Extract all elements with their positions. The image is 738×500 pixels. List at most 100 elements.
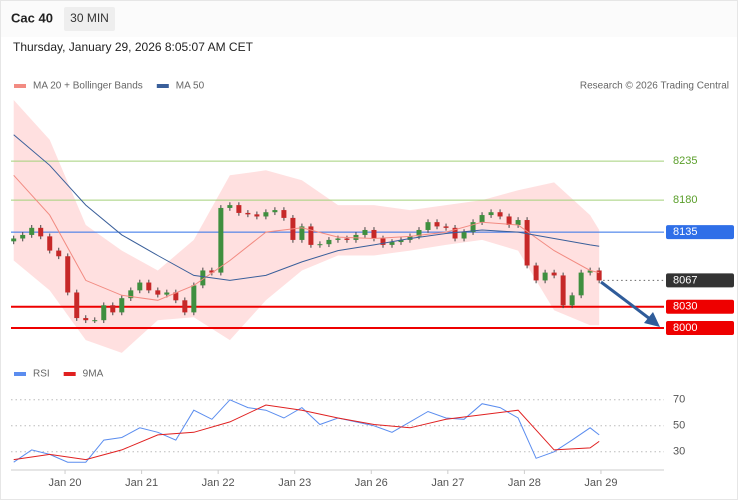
- x-tick-label: Jan 20: [49, 477, 82, 489]
- level-box: [666, 321, 734, 336]
- candle-body: [344, 238, 350, 240]
- header-bar: [1, 1, 737, 37]
- candle-body: [443, 226, 449, 228]
- candle-body: [47, 236, 53, 251]
- candle-body: [587, 270, 593, 273]
- candle-body: [182, 300, 188, 313]
- candle-body: [461, 232, 467, 239]
- candle-body: [533, 265, 539, 281]
- legend-swatch: [156, 84, 169, 88]
- candle-body: [542, 272, 548, 281]
- candle-body: [119, 298, 125, 313]
- candle-body: [200, 270, 206, 286]
- level-label: 8135: [673, 226, 697, 238]
- candle-body: [236, 205, 242, 213]
- candle-body: [326, 239, 332, 245]
- candle-body: [596, 270, 602, 281]
- candle-body: [173, 292, 179, 301]
- candle-body: [560, 275, 566, 306]
- bollinger-band: [13, 100, 600, 353]
- candle-body: [389, 242, 395, 245]
- candle-body: [371, 229, 377, 239]
- level-label: 8235: [673, 155, 697, 167]
- candle-body: [335, 238, 341, 240]
- level-box: [666, 225, 734, 240]
- candle-body: [479, 215, 485, 223]
- candle-body: [398, 239, 404, 243]
- level-label: 8180: [673, 194, 697, 206]
- credit: Research © 2026 Trading Central: [580, 81, 729, 92]
- plot-layer: MA 20 + Bollinger Bands MA 50 8235 8180 8135…: [11, 81, 734, 489]
- candle-body: [272, 210, 278, 213]
- candle-body: [578, 272, 584, 296]
- ma-line: [13, 174, 600, 301]
- legend-swatch: [14, 84, 26, 88]
- candle-body: [497, 212, 503, 217]
- candle-body: [137, 282, 143, 291]
- candle-body: [128, 290, 134, 299]
- candle-body: [281, 210, 287, 218]
- arrow-head: [644, 312, 660, 327]
- x-tick-label: Jan 26: [355, 477, 388, 489]
- candle-body: [20, 234, 26, 239]
- candle-body: [515, 220, 521, 225]
- candle-body: [56, 250, 62, 257]
- candle-body: [470, 222, 476, 233]
- legend-swatch: [14, 372, 26, 376]
- candle-body: [263, 212, 269, 217]
- x-tick-label: Jan 21: [125, 477, 158, 489]
- candle-body: [488, 212, 494, 216]
- level-box: [666, 273, 734, 288]
- y-tick-label: 50: [673, 420, 685, 432]
- x-tick-label: Jan 22: [202, 477, 235, 489]
- candle-body: [362, 229, 368, 235]
- interval[interactable]: 30 MIN: [70, 11, 109, 25]
- x-tick-label: Jan 29: [584, 477, 617, 489]
- candle-body: [29, 227, 35, 235]
- candle-body: [101, 305, 107, 321]
- candle-body: [218, 207, 224, 273]
- candle-body: [452, 227, 458, 239]
- symbol: Cac 40: [11, 10, 53, 25]
- candle-body: [434, 222, 440, 227]
- candle-body: [65, 256, 71, 293]
- candle-body: [425, 222, 431, 230]
- x-tick-label: Jan 28: [508, 477, 541, 489]
- x-tick-label: Jan 23: [278, 477, 311, 489]
- candle-body: [11, 238, 17, 242]
- y-tick-label: 70: [673, 394, 685, 406]
- candle-body: [254, 214, 260, 217]
- candle-body: [317, 244, 323, 246]
- candle-body: [83, 318, 89, 321]
- y-tick-label: 30: [673, 446, 685, 458]
- legend-label: MA 50: [176, 81, 205, 92]
- interval-box[interactable]: [64, 7, 115, 31]
- ma-line: [13, 134, 600, 281]
- legend-swatch: [63, 372, 76, 376]
- legend-label: MA 20 + Bollinger Bands: [33, 81, 143, 92]
- series-line: [13, 399, 600, 463]
- candle-body: [551, 272, 557, 276]
- legend-label: RSI: [33, 369, 50, 380]
- candle-body: [191, 285, 197, 313]
- x-tick-label: Jan 27: [431, 477, 464, 489]
- candle-body: [299, 226, 305, 240]
- legend-label: 9MA: [83, 369, 104, 380]
- candle-body: [245, 212, 251, 215]
- series-line: [13, 404, 600, 461]
- forecast-arrow: [600, 280, 651, 321]
- candle-body: [92, 320, 98, 322]
- candle-body: [38, 227, 44, 237]
- candle-body: [569, 295, 575, 306]
- candle-body: [524, 220, 530, 266]
- candle-body: [416, 229, 422, 237]
- level-label: 8067: [673, 274, 697, 286]
- candle-body: [308, 226, 314, 245]
- candle-body: [110, 305, 116, 313]
- candle-body: [146, 282, 152, 291]
- level-box: [666, 299, 734, 314]
- level-label: 8030: [673, 301, 697, 313]
